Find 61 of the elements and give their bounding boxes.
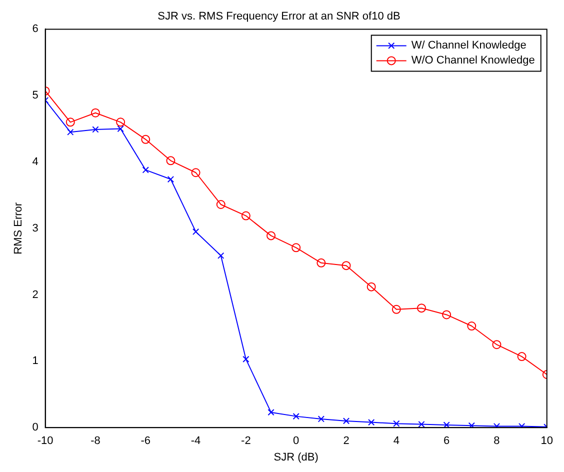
point: [393, 420, 400, 427]
point: [142, 166, 149, 174]
point: [117, 125, 124, 132]
point: [342, 418, 350, 424]
legend-label: W/O Channel Knowledge: [411, 54, 535, 67]
chart-title: SJR vs. RMS Frequency Error at an SNR of10 dB: [158, 10, 400, 23]
x-tick-label: 8: [494, 435, 500, 448]
point: [366, 282, 376, 292]
point: [116, 118, 126, 127]
point: [166, 156, 176, 166]
point: [318, 416, 325, 422]
point: [268, 409, 274, 416]
point: [67, 128, 74, 136]
point: [493, 422, 500, 428]
x-tick-label: -8: [90, 435, 100, 448]
point: [266, 231, 276, 240]
x-tick-label: -6: [140, 435, 151, 448]
y-tick-label: 1: [32, 355, 38, 368]
x-tick-label: 10: [540, 435, 554, 448]
point: [368, 418, 375, 426]
point: [167, 176, 174, 183]
point: [443, 422, 450, 428]
x-tick-label: 6: [444, 435, 450, 448]
point: [292, 243, 301, 252]
point: [218, 252, 224, 259]
x-axis-title: SJR (dB): [274, 451, 318, 464]
y-tick-label: 5: [32, 90, 38, 102]
point: [416, 304, 426, 313]
point: [191, 168, 200, 178]
x-tick-label: 4: [393, 435, 400, 448]
point: [192, 228, 200, 236]
point: [92, 126, 99, 133]
y-tick-label: 4: [32, 156, 38, 168]
point: [468, 422, 475, 428]
point: [518, 422, 526, 428]
point: [241, 211, 250, 220]
y-axis-title: RMS Error: [12, 202, 25, 254]
point: [66, 118, 75, 127]
y-tick-label: 3: [32, 222, 38, 234]
point: [292, 412, 300, 420]
point: [141, 134, 150, 144]
point: [90, 108, 100, 118]
x-tick-label: -2: [241, 435, 251, 448]
point: [418, 420, 425, 428]
point: [492, 340, 502, 350]
legend-label: W/ Channel Knowledge: [411, 40, 526, 52]
x-tick-label: 2: [343, 435, 350, 448]
y-tick-label: 0: [32, 422, 38, 434]
x-tick-label: 0: [293, 435, 300, 448]
x-tick-label: -4: [190, 435, 201, 448]
point: [316, 258, 326, 268]
x-tick-label: -10: [37, 435, 54, 448]
point: [392, 304, 401, 314]
point: [467, 322, 476, 331]
y-tick-label: 2: [32, 288, 38, 301]
point: [242, 356, 250, 363]
y-tick-label: 6: [32, 23, 38, 36]
point: [517, 352, 526, 362]
point: [342, 261, 351, 270]
point: [216, 200, 226, 209]
point: [442, 310, 452, 320]
